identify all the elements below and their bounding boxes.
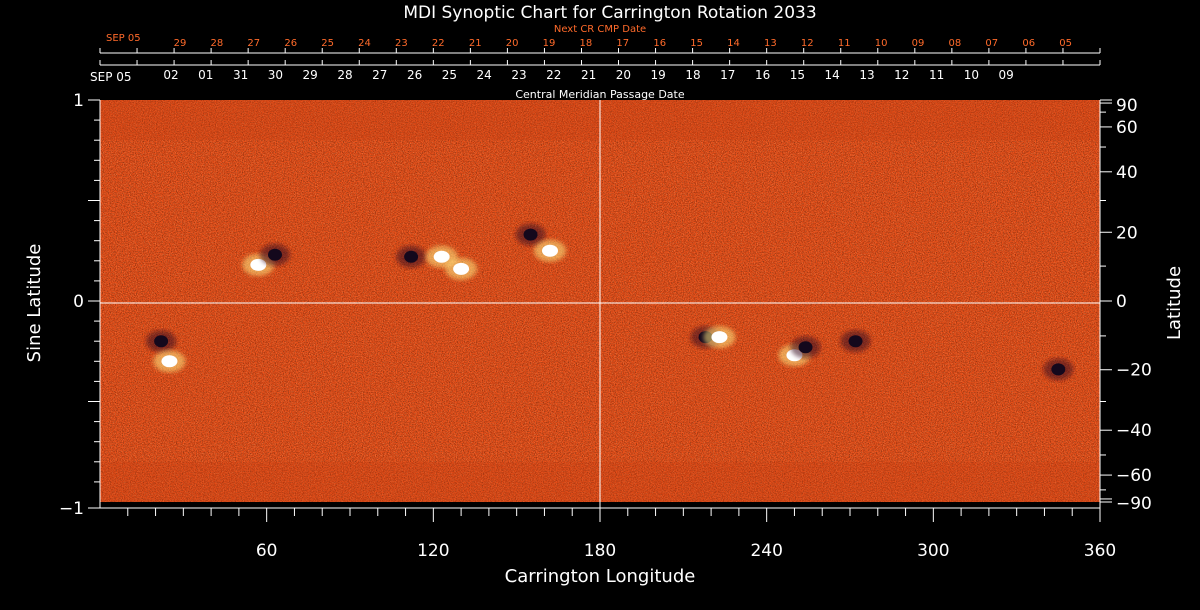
- next-cr-date-label: 27: [247, 38, 260, 49]
- cmp-date-label: 13: [859, 68, 874, 82]
- cmp-date-label: 30: [268, 68, 283, 82]
- next-cr-date-label: 09: [912, 38, 925, 49]
- cmp-date-label: 02: [163, 68, 178, 82]
- cmp-date-label: 31: [233, 68, 248, 82]
- next-cr-date-label: 26: [284, 38, 297, 49]
- next-cr-date-label: 20: [506, 38, 519, 49]
- cmp-date-label: 18: [685, 68, 700, 82]
- active-regions: [146, 223, 1074, 381]
- cmp-date-label: 16: [755, 68, 770, 82]
- active-region-9: [153, 350, 186, 373]
- cmp-date-label: 15: [790, 68, 805, 82]
- cmp-date-label: 11: [929, 68, 944, 82]
- active-region-11: [703, 326, 736, 349]
- cmp-date-label: 20: [616, 68, 631, 82]
- next-cr-date-label: 29: [174, 38, 187, 49]
- y-right-tick-label: −90: [1116, 494, 1152, 514]
- cmp-date-label: 27: [372, 68, 387, 82]
- next-cr-ticks: 29 28 27 26 25 24 23 22 21 20 19 18 17 16 15 14 13 12 11 10…: [99, 38, 1101, 53]
- y-left-tick-label: 1: [73, 91, 84, 111]
- y-right-tick-label: −40: [1116, 421, 1152, 441]
- y-right-tick-label: 20: [1116, 223, 1138, 243]
- x-tick-label: 180: [584, 541, 616, 561]
- cmp-date-label: 09: [999, 68, 1014, 82]
- y-right-tick-label: 60: [1116, 118, 1138, 138]
- y-axis-left-ticks: 1 0 −1: [59, 91, 100, 519]
- next-cr-date-label: 13: [764, 38, 777, 49]
- next-cr-date-label: 07: [985, 38, 998, 49]
- y-axis-right-label: Latitude: [1164, 266, 1185, 340]
- y-axis-left-label: Sine Latitude: [24, 244, 45, 363]
- y-left-tick-label: 0: [73, 292, 84, 312]
- x-axis-label: Carrington Longitude: [505, 566, 696, 587]
- next-cr-date-label: 12: [801, 38, 814, 49]
- next-cr-date-label: 19: [543, 38, 556, 49]
- next-cr-label: Next CR CMP Date: [554, 24, 646, 35]
- x-tick-label: 300: [917, 541, 949, 561]
- next-cr-date-label: 08: [949, 38, 962, 49]
- next-cr-date-label: 22: [432, 38, 445, 49]
- y-right-tick-label: −20: [1116, 361, 1152, 381]
- x-tick-label: 360: [1084, 541, 1116, 561]
- next-cr-date-label: 05: [1059, 38, 1072, 49]
- cmp-date-label: 10: [964, 68, 979, 82]
- next-cr-date-label: 25: [321, 38, 334, 49]
- cmp-date-label: 26: [407, 68, 422, 82]
- cmp-date-label: 17: [720, 68, 735, 82]
- y-right-tick-label: 40: [1116, 163, 1138, 183]
- cmp-date-label: 24: [477, 68, 492, 82]
- next-cr-date-label: 17: [616, 38, 629, 49]
- y-right-tick-label: −60: [1116, 466, 1152, 486]
- active-region-15: [1043, 358, 1074, 381]
- next-cr-date-label: 23: [395, 38, 408, 49]
- cmp-axis-label: Central Meridian Passage Date: [515, 88, 684, 101]
- cmp-date-label: 14: [825, 68, 840, 82]
- y-right-tick-label: 0: [1116, 292, 1127, 312]
- cmp-date-label: 19: [651, 68, 666, 82]
- next-cr-date-label: 21: [469, 38, 482, 49]
- cmp-ticks: 02 01 31 30 29 28 27 26 25 24 23 22 21 20 19 18 17 16 15 14…: [99, 60, 1101, 82]
- x-tick-label: 240: [750, 541, 782, 561]
- active-region-7: [534, 239, 566, 262]
- x-tick-label: 60: [256, 541, 278, 561]
- cmp-date-label: 12: [894, 68, 909, 82]
- active-region-5: [445, 257, 478, 280]
- chart-title: MDI Synoptic Chart for Carrington Rotati…: [403, 3, 816, 23]
- active-region-3: [396, 245, 427, 268]
- cmp-date-label: 21: [581, 68, 596, 82]
- cmp-date-label: 01: [198, 68, 213, 82]
- next-cr-date-label: 24: [358, 38, 371, 49]
- active-region-8: [146, 330, 177, 353]
- next-cr-date-label: 28: [211, 38, 224, 49]
- active-region-2: [260, 243, 290, 266]
- next-cr-date-label: 11: [838, 38, 851, 49]
- next-cr-date-label: 06: [1022, 38, 1035, 49]
- next-cr-date-label: 14: [727, 38, 740, 49]
- y-left-tick-label: −1: [59, 499, 84, 519]
- x-axis-ticks: 60 120 180 240 300 360: [127, 508, 1116, 561]
- cmp-date-label: 29: [303, 68, 318, 82]
- active-region-13: [790, 336, 821, 359]
- active-region-6: [515, 223, 546, 246]
- cmp-date-label: 23: [511, 68, 526, 82]
- next-cr-date-label: 15: [690, 38, 703, 49]
- next-cr-date-label: 16: [653, 38, 666, 49]
- cmp-start: SEP 05: [90, 70, 132, 84]
- cmp-date-label: 22: [546, 68, 561, 82]
- next-cr-date-label: 10: [875, 38, 888, 49]
- x-tick-label: 120: [417, 541, 449, 561]
- next-cr-start: SEP 05: [106, 33, 141, 44]
- active-region-14: [840, 330, 871, 353]
- y-right-tick-label: 90: [1116, 96, 1138, 116]
- next-cr-date-label: 18: [580, 38, 593, 49]
- cmp-date-label: 28: [337, 68, 352, 82]
- cmp-date-label: 25: [442, 68, 457, 82]
